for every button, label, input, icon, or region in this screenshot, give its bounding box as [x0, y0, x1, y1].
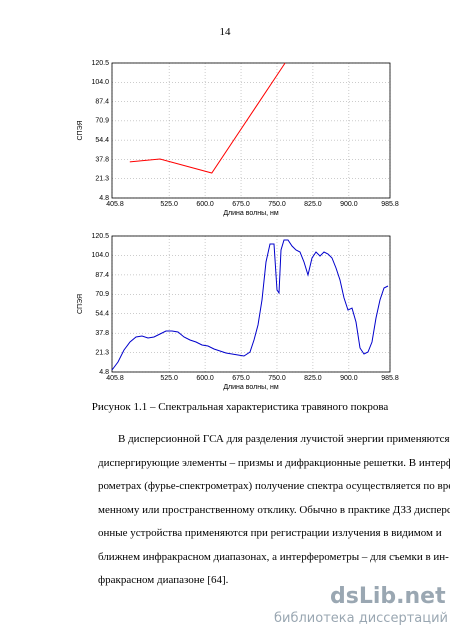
- figure-caption: Рисунок 1.1 – Спектральная характеристик…: [91, 401, 389, 413]
- y-tick-label: 37.8: [95, 156, 109, 163]
- x-axis-label: Длина волны, нм: [223, 384, 279, 391]
- y-tick-label: 21.3: [95, 349, 109, 356]
- charts: 4.8 21.3 37.8 54.4 70.9 87.4 104.0 120.5 405.8 52…: [77, 60, 399, 391]
- x-tick-label: 825.0: [304, 375, 322, 382]
- watermark-subtitle: библиотека диссертаций: [274, 611, 448, 626]
- y-tick-label: 54.4: [95, 311, 109, 318]
- y-tick-label: 87.4: [95, 98, 109, 105]
- x-tick-label: 675.0: [232, 201, 250, 208]
- x-tick-label: 405.8: [106, 201, 124, 208]
- y-tick-label: 4.8: [99, 195, 109, 202]
- x-tick-label: 675.0: [232, 375, 250, 382]
- x-tick-label: 525.0: [160, 201, 178, 208]
- x-tick-label: 600.0: [196, 375, 214, 382]
- y-axis-label: СПЭЯ: [77, 120, 84, 140]
- y-tick-label: 37.8: [95, 330, 109, 337]
- x-tick-label: 985.8: [381, 375, 399, 382]
- text-line: диспергирующие элементы – призмы и дифра…: [98, 456, 450, 469]
- y-tick-label: 120.5: [91, 60, 109, 67]
- plot-frame: [111, 62, 391, 199]
- y-tick-label: 70.9: [95, 118, 109, 125]
- y-axis-label: СПЭЯ: [77, 294, 84, 314]
- paragraph: В дисперсионной ГСА для разделения лучис…: [98, 433, 450, 598]
- y-tick-label: 54.4: [95, 137, 109, 144]
- y-tick-label: 87.4: [95, 272, 109, 279]
- x-tick-label: 825.0: [304, 201, 322, 208]
- x-axis-label: Длина волны, нм: [223, 210, 279, 217]
- text-line: онные устройства применяются при регистр…: [98, 527, 442, 539]
- x-tick-label: 750.0: [268, 375, 286, 382]
- text-line: ближнем инфракрасном диапазонах, а интер…: [98, 550, 449, 563]
- x-tick-label: 900.0: [340, 201, 358, 208]
- page-number: 14: [219, 26, 231, 38]
- data-line: [111, 239, 389, 371]
- plot-frame: [111, 235, 391, 373]
- x-tick-label: 750.0: [268, 201, 286, 208]
- x-tick-label: 600.0: [196, 201, 214, 208]
- x-tick-label: 405.8: [106, 375, 124, 382]
- text-line: менному или пространственному отклику. О…: [98, 503, 450, 516]
- x-tick-label: 525.0: [160, 375, 178, 382]
- y-tick-label: 4.8: [99, 369, 109, 376]
- text-line: рометрах (фурье-спектрометрах) получение…: [98, 480, 450, 492]
- text-line: В дисперсионной ГСА для разделения лучис…: [118, 433, 450, 445]
- x-tick-label: 900.0: [340, 375, 358, 382]
- watermark-logo: dsLib.net: [330, 584, 446, 609]
- data-line: [129, 62, 286, 174]
- y-tick-label: 21.3: [95, 176, 109, 183]
- y-tick-label: 104.0: [91, 252, 109, 259]
- x-tick-label: 985.8: [381, 201, 399, 208]
- y-tick-label: 70.9: [95, 291, 109, 298]
- y-tick-label: 104.0: [91, 79, 109, 86]
- text-line: фракрасном диапазоне [64].: [98, 574, 229, 586]
- y-tick-label: 120.5: [91, 233, 109, 240]
